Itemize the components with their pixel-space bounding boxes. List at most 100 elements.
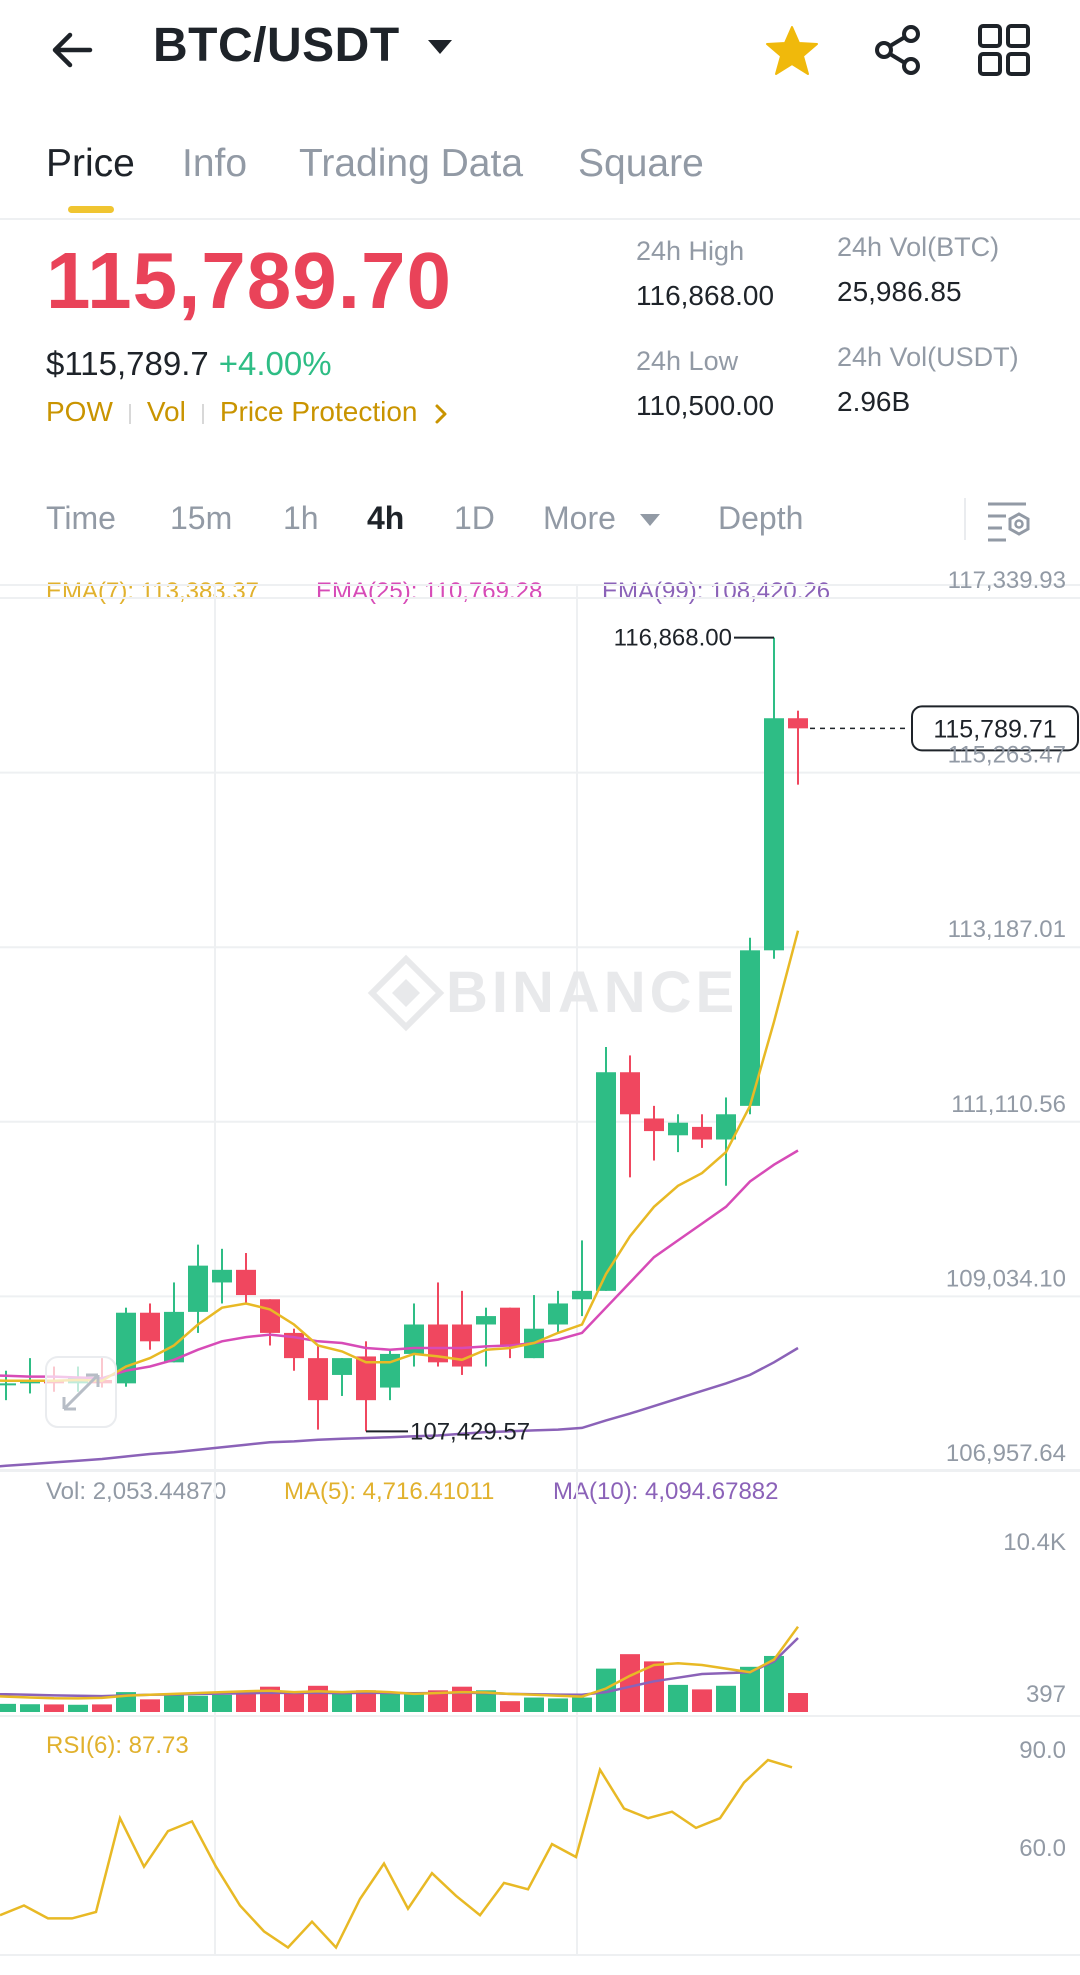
tag-pow[interactable]: POW [46,396,113,427]
ema99-line [0,1346,799,1468]
volume-bar [716,1685,736,1712]
current-price-tag [911,705,1079,752]
tab-trading-data[interactable]: Trading Data [299,142,524,185]
star-icon[interactable] [764,24,820,78]
candle-body [308,1358,328,1401]
candle-body [212,1269,232,1283]
last-price: 115,789.70 [46,236,452,325]
candle-body [356,1356,376,1401]
tag-vol[interactable]: Vol [146,396,186,427]
volume-axis-label: 10.4K [1003,1529,1066,1556]
high-label: 24h High [636,236,745,266]
tabs-divider [0,218,1080,220]
ema-lines-layer [0,930,800,1468]
ma5-line [0,1625,800,1700]
watermark-text: BINANCE [446,960,738,1025]
volume-axis-label: 397 [1026,1681,1066,1708]
interval-more[interactable]: More [543,500,616,536]
price-axis-label: 115,263.47 [948,742,1066,769]
volume-bar [788,1693,808,1712]
ma10-legend: MA(10): 4,094.67882 [553,1478,779,1505]
tab-info[interactable]: Info [182,142,248,185]
top-bar: BTC/USDT [0,0,1080,100]
volume-bar [524,1697,544,1712]
zoom-control[interactable] [45,1356,117,1428]
volume-bar [476,1690,496,1712]
interval-divider [964,498,966,540]
candle-body [236,1269,256,1296]
volume-bar [572,1697,592,1712]
chevron-right-icon[interactable] [431,403,451,425]
interval-depth[interactable]: Depth [718,500,804,536]
share-icon[interactable] [870,22,926,78]
back-arrow-icon[interactable] [44,22,100,78]
volume-bar [428,1690,448,1712]
trading-pair-title[interactable]: BTC/USDT [153,19,400,72]
current-price-label: 115,789.71 [933,715,1056,743]
volume-bar [140,1699,160,1712]
vol-usdt-value: 2.96B [837,386,911,417]
kline-chart[interactable]: BINANCE 116,868.00 107,429.57 115,789.71 1… [0,560,1080,1975]
low-value: 110,500.00 [636,390,775,421]
candle-body [620,1072,640,1115]
volume-bar [284,1691,304,1712]
chart-settings-icon[interactable] [986,498,1032,542]
candle-body [428,1324,448,1363]
volume-bar [308,1685,328,1712]
price-axis-label: 117,339.93 [948,567,1066,594]
price-axis: 117,339.93 115,263.47 113,187.01 111,110.56… [946,567,1066,1467]
candle-body [188,1265,208,1312]
price-axis-label: 111,110.56 [951,1091,1066,1118]
rsi-axis-label: 60.0 [1019,1835,1066,1862]
interval-4h[interactable]: 4h [367,500,405,536]
ma5-legend: MA(5): 4,716.41011 [284,1478,495,1505]
price-change-percent: +4.00% [218,345,332,382]
tab-square[interactable]: Square [578,142,704,185]
interval-time[interactable]: Time [46,500,116,536]
rsi-layer: 90.0 60.0 [0,1737,1066,1950]
tag-price-protection[interactable]: Price Protection [219,396,418,427]
interval-1d[interactable]: 1D [454,500,495,536]
candle-body [716,1114,736,1140]
candle-body [260,1299,280,1333]
candle-body [788,718,808,729]
volume-bar [44,1704,64,1712]
interval-1h[interactable]: 1h [283,500,319,536]
volume-bar [740,1666,760,1712]
ema99-legend: EMA(99): 108,420.26 [602,578,831,605]
volume-bar [500,1701,520,1712]
usd-price-line: $115,789.7 +4.00% [46,345,332,383]
volume-bar [356,1690,376,1712]
grid-icon[interactable] [976,22,1032,78]
volume-bar [164,1693,184,1712]
more-caret-icon[interactable] [640,514,660,526]
volume-bar [380,1693,400,1712]
candle-body [596,1072,616,1291]
candle-body [668,1122,688,1136]
ema7-line [0,930,800,1383]
vol-usdt-label: 24h Vol(USDT) [837,342,1019,372]
section-tabs: Price Info Trading Data Square [0,128,1080,218]
interval-15m[interactable]: 15m [170,500,233,536]
binance-watermark: BINANCE [367,954,738,1032]
volume-bar [620,1654,640,1712]
volume-bar [548,1698,568,1712]
volume-bar [20,1704,40,1712]
tag-row: POW Vol Price Protection [46,396,451,428]
volume-bar [212,1694,232,1712]
caret-down-icon[interactable] [428,40,452,54]
tab-price[interactable]: Price [46,142,135,185]
candle-body [164,1311,184,1363]
volume-bar [404,1693,424,1712]
price-axis-label: 106,957.64 [946,1440,1066,1467]
candle-body [500,1307,520,1346]
low-label: 24h Low [636,346,739,376]
chart-grid [0,584,1080,1956]
candle-body [572,1290,592,1300]
volume-layer: 10.4K 397 [0,1529,1066,1712]
volume-bar [236,1692,256,1712]
volume-bar [0,1703,16,1712]
volume-bar [68,1704,88,1712]
volume-bar [644,1661,664,1712]
candles-layer [0,637,808,1432]
